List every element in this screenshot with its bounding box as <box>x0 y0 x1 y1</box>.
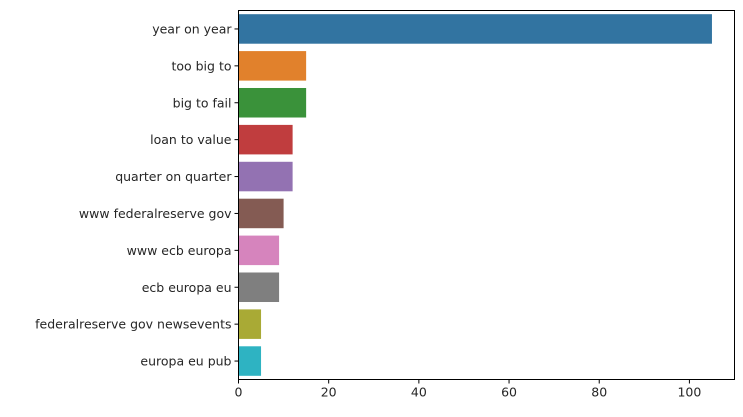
bar <box>238 235 280 266</box>
bar <box>238 309 262 339</box>
bars-layer <box>238 14 712 376</box>
plot-frame <box>238 10 735 380</box>
bar <box>238 272 280 303</box>
x-tick-label: 100 <box>677 385 701 400</box>
y-axis-ticks: year on year too big to big to fail loan to… <box>35 21 239 369</box>
bar <box>238 87 307 118</box>
y-tick-label: quarter on quarter <box>115 169 232 184</box>
y-tick-label: www federalreserve gov <box>79 206 232 221</box>
y-tick-label: europa eu pub <box>140 354 231 369</box>
y-tick-label: year on year <box>152 21 232 36</box>
x-tick-label: 20 <box>321 385 337 400</box>
x-tick-label: 0 <box>235 385 243 400</box>
bar <box>238 161 293 192</box>
bar <box>238 346 262 376</box>
bar <box>238 51 307 81</box>
bar <box>238 124 293 155</box>
y-tick-label: too big to <box>171 58 231 73</box>
x-tick-label: 40 <box>411 385 427 400</box>
bar <box>238 14 712 44</box>
bar <box>238 198 284 229</box>
x-tick-label: 60 <box>501 385 517 400</box>
y-tick-label: loan to value <box>150 132 232 147</box>
y-tick-label: ecb europa eu <box>142 280 232 295</box>
y-tick-label: big to fail <box>173 95 232 110</box>
x-axis-ticks: 0 20 40 60 80 100 <box>235 379 701 400</box>
x-tick-label: 80 <box>591 385 607 400</box>
y-tick-label: federalreserve gov newsevents <box>35 317 231 332</box>
y-tick-label: www ecb europa <box>127 243 232 258</box>
